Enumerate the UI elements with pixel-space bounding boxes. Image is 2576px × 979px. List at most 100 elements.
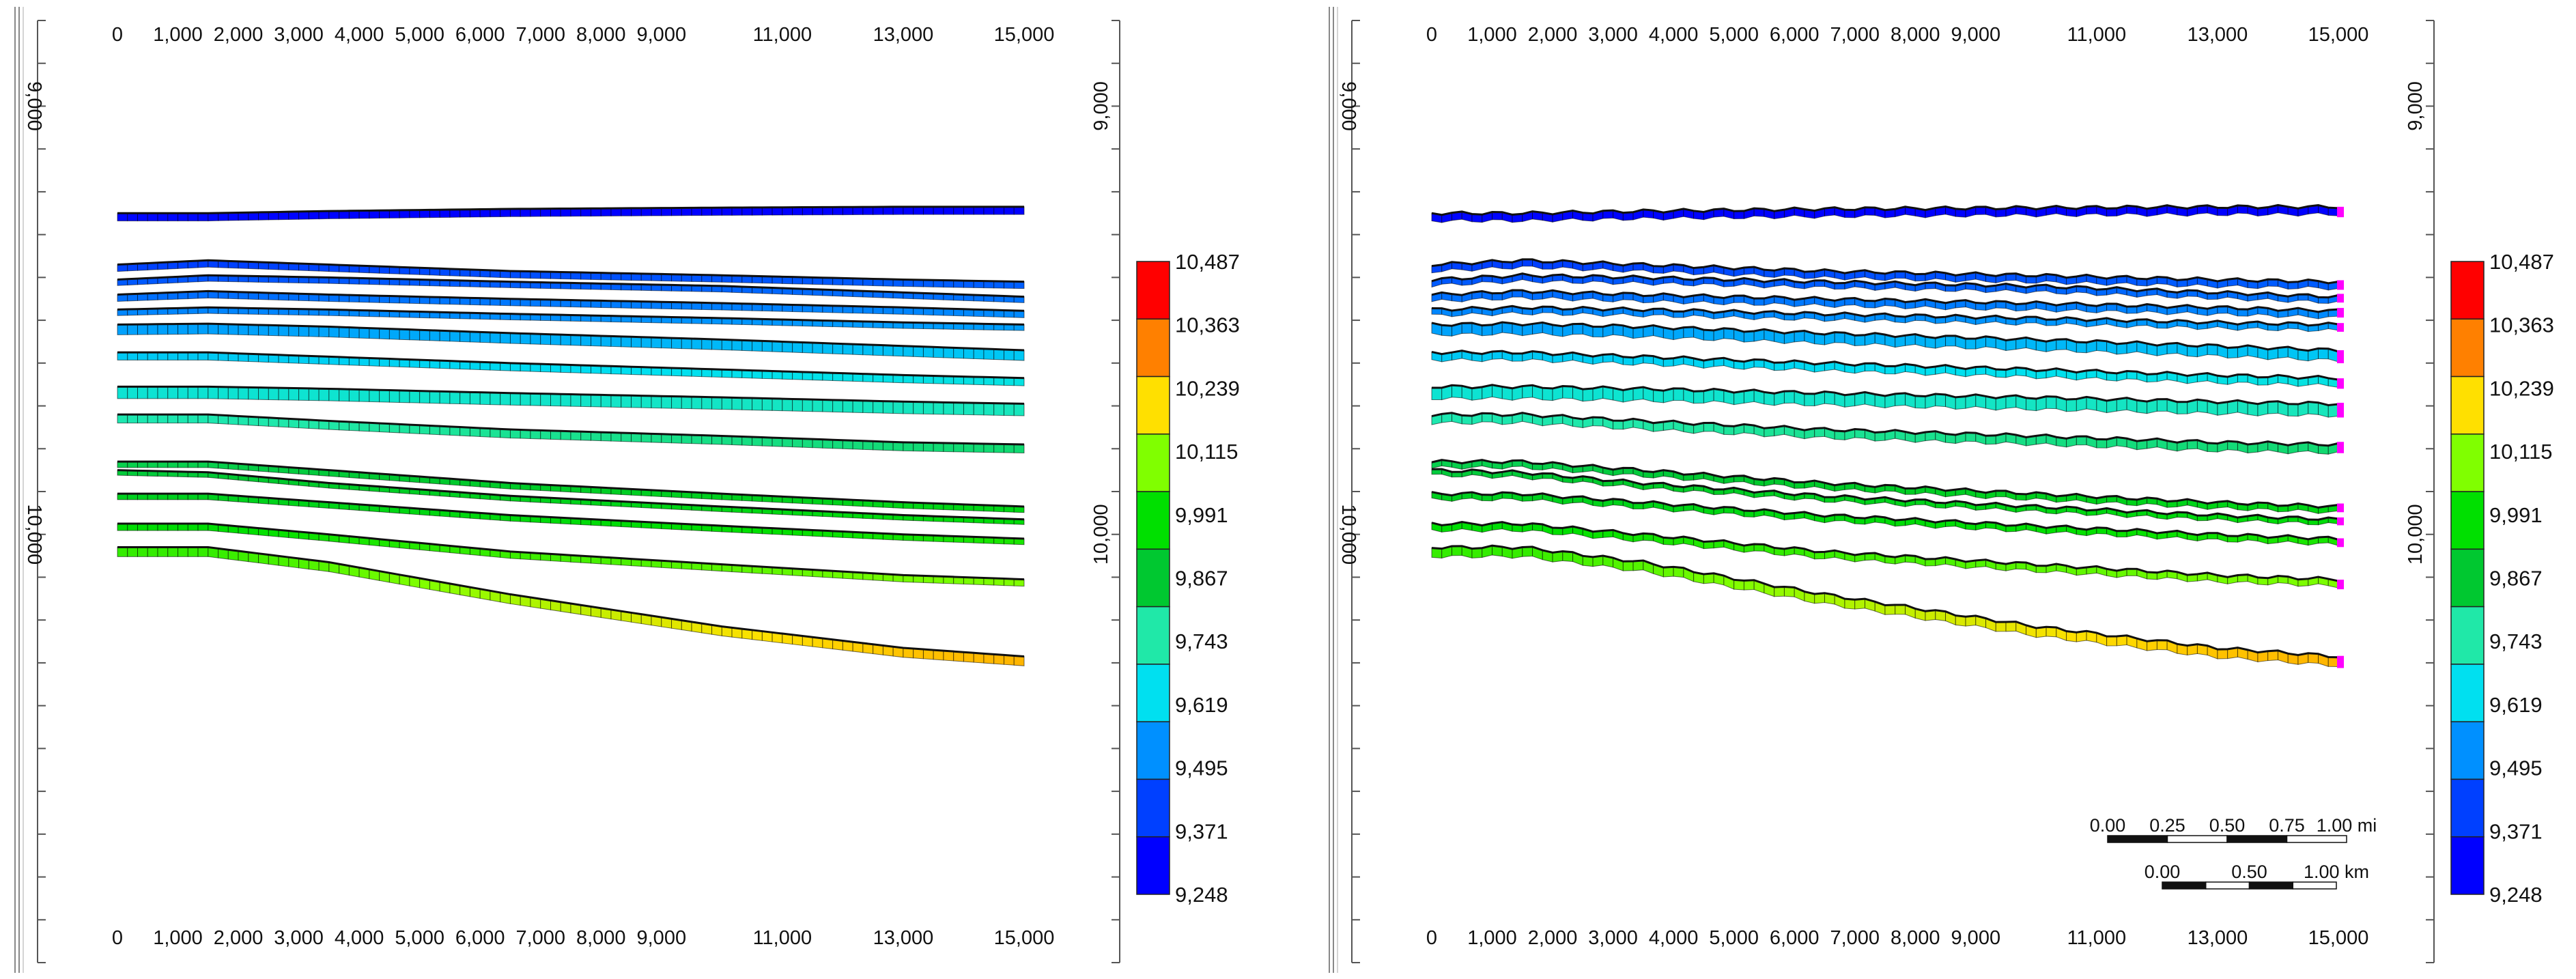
horizon-cell (459, 209, 470, 218)
horizon-cell (238, 212, 249, 221)
horizon-cell (167, 352, 179, 360)
horizon-top-line (1431, 521, 2339, 582)
y-tick-label-left: 9,000 (1337, 81, 1359, 131)
horizon-cell (621, 208, 632, 216)
horizon-cell (822, 206, 834, 216)
horizon-cell (1582, 388, 1594, 402)
horizon-cell (852, 400, 864, 413)
horizon-cell (1743, 580, 1755, 591)
horizon-cell (137, 324, 148, 335)
scale-bar-segment (2292, 881, 2337, 890)
horizon-cell (953, 206, 964, 215)
horizon-cell (580, 394, 592, 408)
horizon-top-line (1431, 258, 2339, 285)
horizon-cell (308, 388, 320, 401)
horizon-cell (409, 390, 421, 403)
horizon-cell (2046, 396, 2057, 410)
horizon-cell (2066, 398, 2077, 412)
horizon-cell (721, 435, 733, 446)
horizon-cell (1935, 393, 1947, 408)
horizon-top-line (1431, 203, 2339, 216)
horizon-cell (822, 343, 834, 354)
x-tick-label-top: 7,000 (515, 24, 565, 46)
horizon-cell (691, 434, 703, 444)
horizon-cell (782, 438, 793, 448)
x-tick-label-top: 9,000 (637, 24, 687, 46)
edge-marker (2337, 655, 2344, 668)
x-tick-label-bottom: 11,000 (753, 927, 812, 949)
horizon-cell (852, 343, 864, 356)
horizon-layer (117, 469, 1025, 525)
horizon-cell (560, 430, 571, 440)
horizon-cell (358, 388, 370, 402)
horizon-top-line (117, 322, 1025, 352)
horizon-cell (2005, 395, 2017, 409)
horizon-cell (963, 347, 974, 359)
horizon-cell (580, 208, 592, 217)
horizon-cell (973, 402, 985, 416)
horizon-cell (812, 206, 823, 216)
x-tick-label-bottom: 7,000 (1830, 927, 1880, 949)
horizon-cell (1592, 326, 1604, 338)
horizon-cell (862, 440, 874, 451)
legend-label: 9,371 (2489, 819, 2543, 843)
legend-swatch (2450, 836, 2485, 895)
color-legend: 10,487 10,363 10,239 10,115 9,991 9,867 9,743 9… (1136, 250, 1240, 907)
horizon-cell (862, 344, 874, 356)
x-tick-label-top: 15,000 (994, 24, 1055, 46)
legend-label: 10,239 (1175, 376, 1240, 400)
horizon-cell (731, 436, 743, 446)
horizon-cell (772, 207, 783, 216)
horizon-cell (1965, 338, 1977, 350)
legend-swatch (2450, 664, 2485, 722)
horizon-cell (943, 442, 954, 453)
horizon-layer (117, 385, 1025, 416)
horizon-cell (117, 547, 128, 557)
horizon-cell (439, 209, 451, 218)
horizon-cell (449, 330, 461, 342)
x-tick-label-bottom: 15,000 (2308, 927, 2369, 949)
horizon-top-line (1431, 321, 2339, 353)
y-tick-label-right: 10,000 (1090, 504, 1112, 565)
x-tick-label-bottom: 5,000 (395, 927, 444, 949)
horizon-cell (167, 324, 179, 335)
x-tick-label-bottom: 2,000 (1528, 927, 1578, 949)
horizon-cell (892, 345, 904, 357)
legend-label: 10,115 (1175, 440, 1239, 464)
legend-label: 9,371 (1175, 819, 1228, 843)
x-tick-label-top: 6,000 (1770, 24, 1820, 46)
edge-marker (2337, 517, 2344, 526)
horizon-cell (761, 340, 773, 352)
horizon-cell (127, 386, 139, 399)
legend-label: 9,248 (1175, 883, 1228, 907)
horizon-cell (520, 393, 531, 406)
horizon-top-line (1431, 289, 2339, 313)
horizon-cell (2177, 401, 2188, 414)
x-tick-label-top: 1,000 (1467, 24, 1517, 46)
horizon-cell (792, 341, 803, 354)
horizon-cell (591, 208, 601, 217)
edge-marker (2337, 442, 2344, 453)
horizon-cell (1003, 349, 1015, 361)
horizon-cell (339, 210, 350, 219)
horizon-cell (772, 437, 783, 447)
x-tick-label-top: 8,000 (1891, 24, 1940, 46)
horizon-cell (178, 323, 188, 335)
horizon-cell (399, 210, 410, 218)
horizon-cell (197, 414, 209, 424)
color-legend: 10,487 10,363 10,239 10,115 9,991 9,867 9,743 9… (2450, 250, 2554, 907)
horizon-top-line (117, 460, 1025, 508)
legend-swatch (2450, 548, 2485, 608)
horizon-cell (1673, 388, 1684, 401)
horizon-cell (509, 393, 521, 406)
horizon-cell (922, 206, 934, 215)
x-tick-label-top: 6,000 (455, 24, 505, 46)
horizon-cell (540, 393, 551, 406)
horizon-cell (651, 208, 662, 216)
horizon-layer (1431, 384, 2344, 418)
horizon-cell (1542, 387, 1553, 401)
horizon-layer (1431, 412, 2344, 455)
horizon-cell (178, 547, 188, 557)
x-tick-label-bottom: 8,000 (1891, 927, 1940, 949)
horizon-cell (520, 208, 531, 217)
